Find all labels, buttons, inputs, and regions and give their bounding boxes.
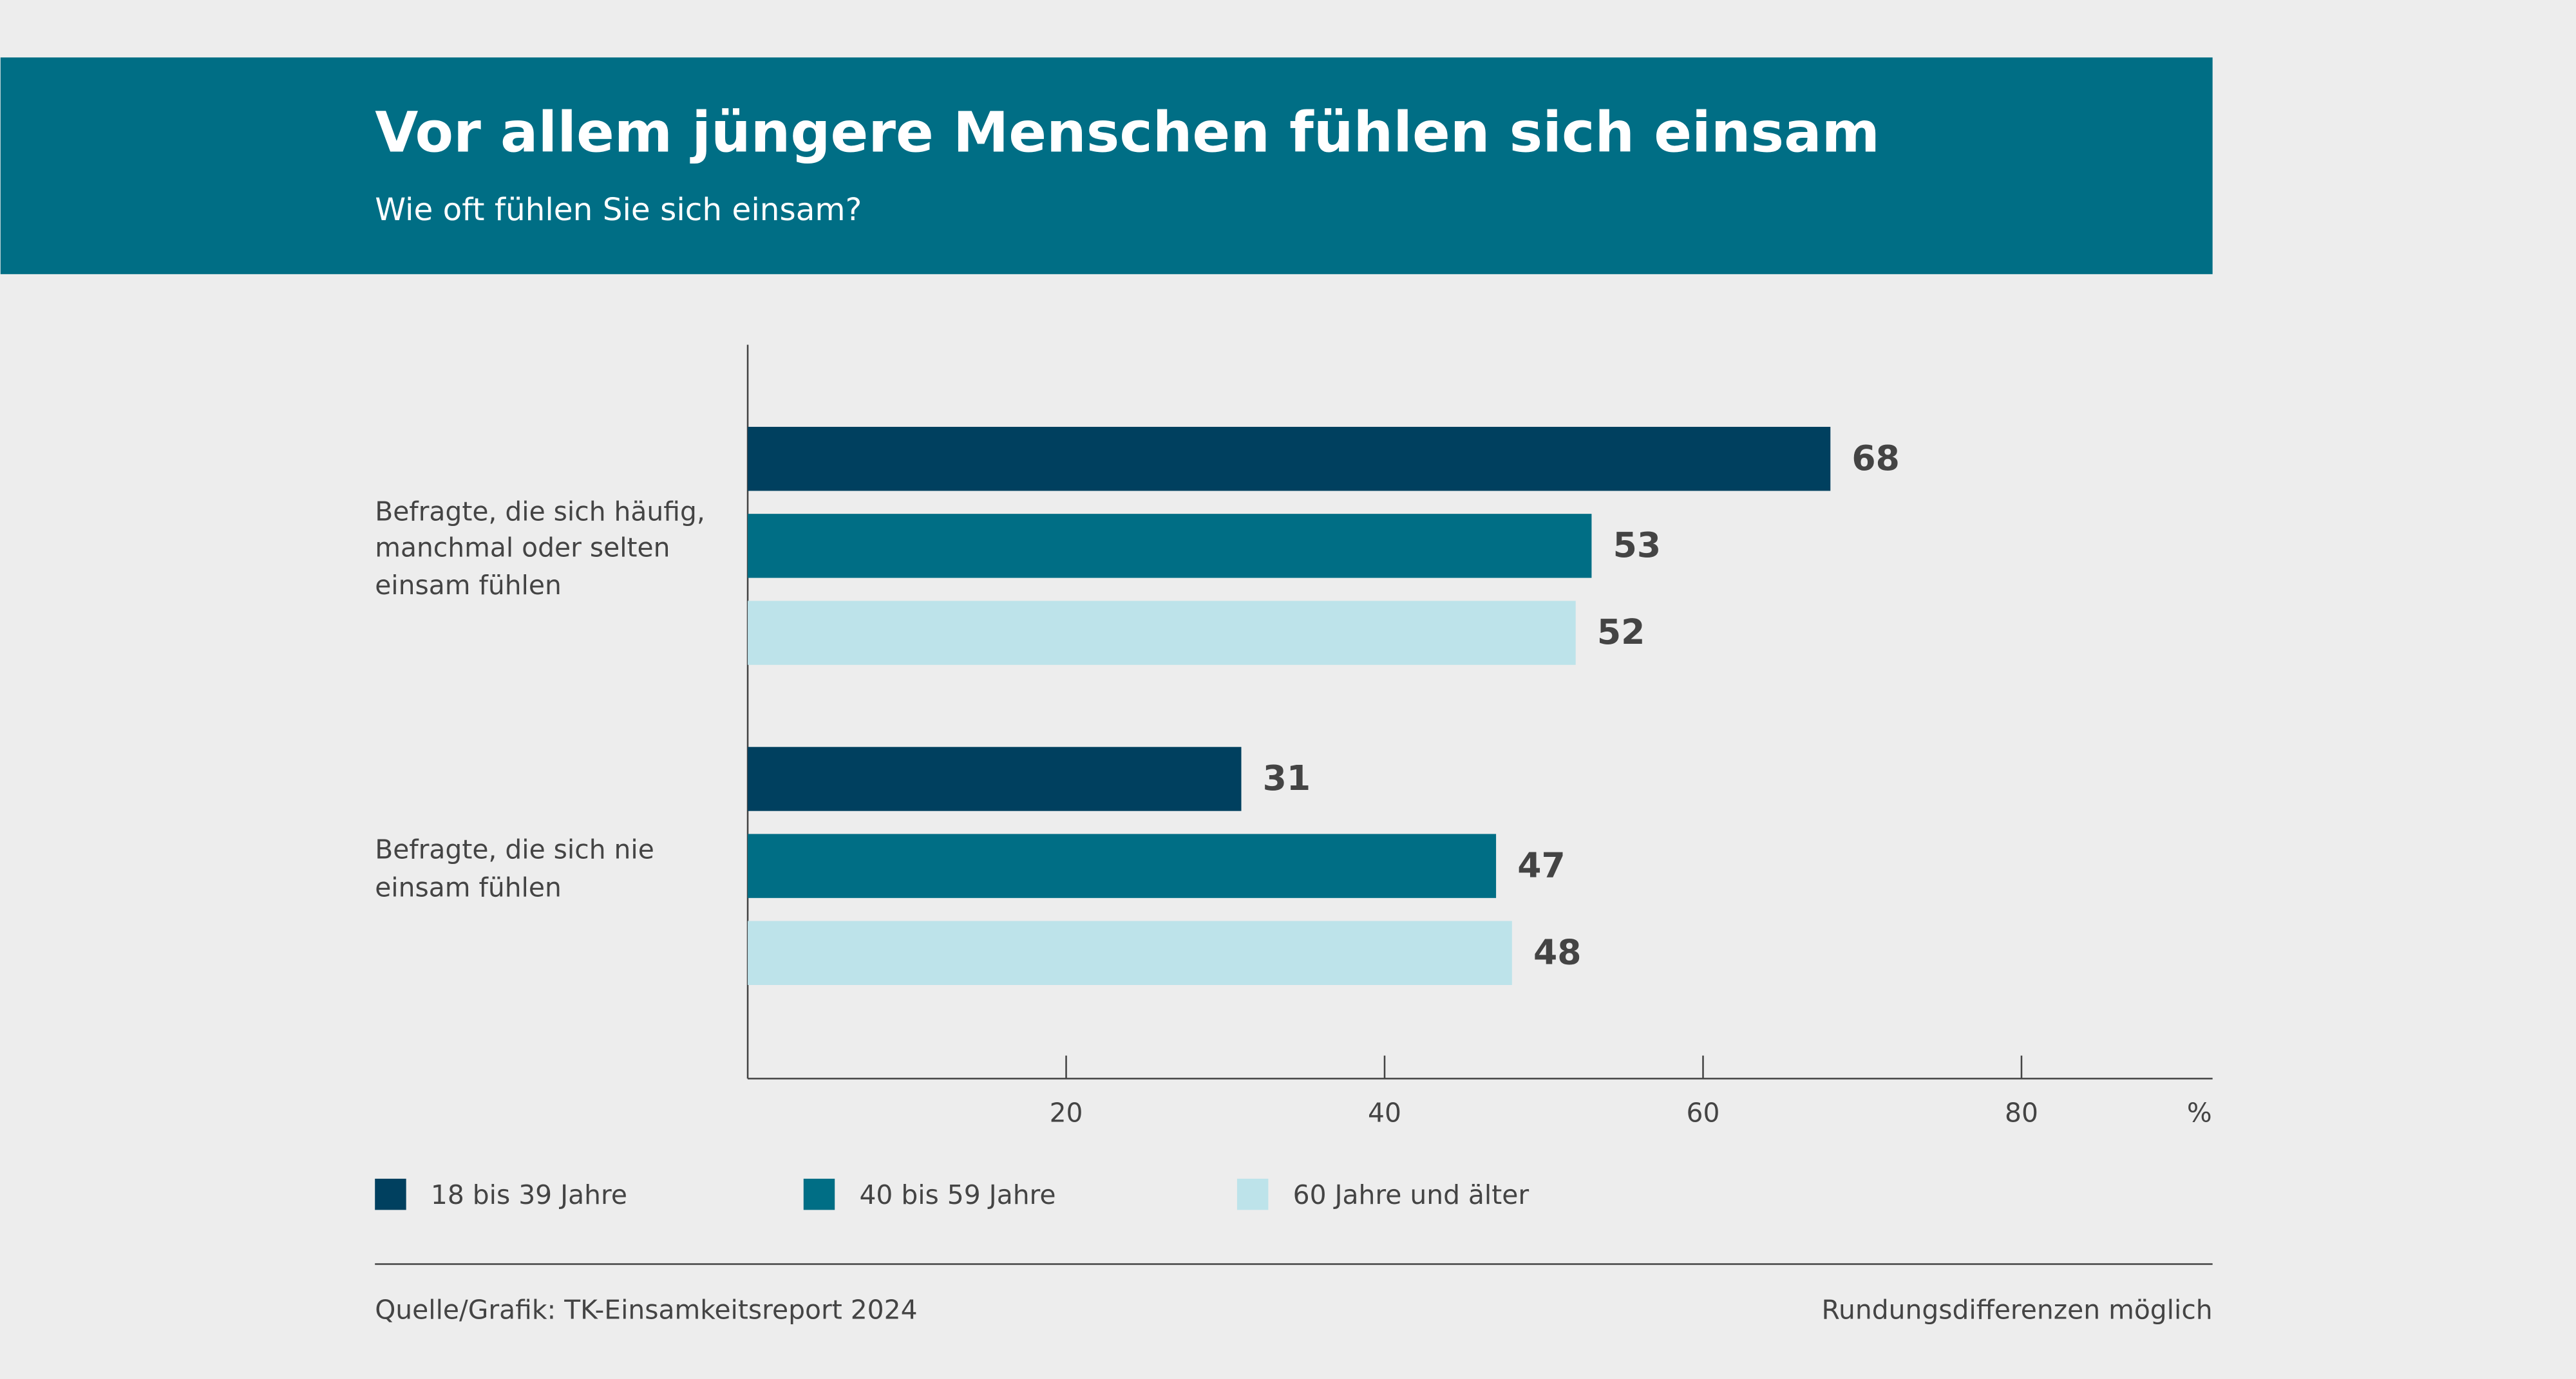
value-label: 48 [1533,932,1582,972]
value-label: 47 [1517,845,1566,885]
legend-label: 60 Jahre und älter [1293,1179,1530,1210]
x-tick-label: 20 [1050,1097,1083,1128]
bar [748,514,1592,578]
category-label: Befragte, die sich nie einsam fühlen [375,834,654,903]
category-label-box: Befragte, die sich nie einsam fühlen [375,834,654,903]
legend-label: 18 bis 39 Jahre [431,1179,627,1210]
legend-swatch [803,1178,835,1210]
x-tick-label: 60 [1687,1097,1720,1128]
bar [748,921,1512,985]
category-label: Befragte, die sich häufig, manchmal oder… [375,495,705,601]
chart-title: Vor allem jüngere Menschen fühlen sich e… [375,101,1880,165]
header-band [0,57,2213,274]
bar [748,601,1576,665]
bar [748,427,1831,491]
bar [748,834,1497,898]
chart-subtitle: Wie oft fühlen Sie sich einsam? [375,192,862,228]
legend-swatch [375,1178,406,1210]
legend-swatch [1236,1178,1269,1210]
value-label: 68 [1852,438,1900,478]
x-tick-label: 40 [1368,1097,1401,1128]
category-label-box: Befragte, die sich häufig, manchmal oder… [375,495,705,601]
source: Quelle/Grafik: TK-Einsamkeitsreport 2024 [375,1294,917,1325]
value-label: 52 [1597,612,1645,652]
note: Rundungsdifferenzen möglich [1821,1294,2212,1325]
value-label: 31 [1263,758,1311,798]
x-tick-label: 80 [2005,1097,2038,1128]
bar [748,747,1242,811]
value-label: 53 [1613,525,1662,565]
x-unit: % [2187,1097,2212,1128]
legend-label: 40 bis 59 Jahre [859,1179,1056,1210]
